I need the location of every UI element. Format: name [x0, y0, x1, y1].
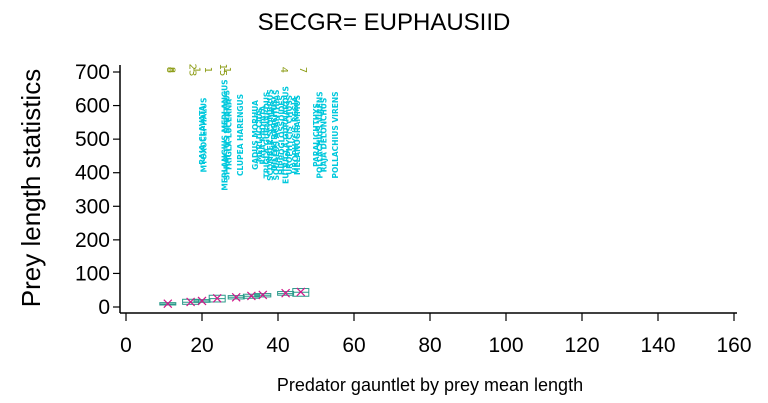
- predator-count: 1: [221, 67, 232, 73]
- predator-count: 1: [202, 67, 213, 73]
- predator-name: RAJA CLAVATA: [198, 105, 207, 164]
- mean-marker: [231, 292, 241, 302]
- ticks-group: 0 20 40 60 80 100 120 140 160 0 100 200 300 400 500 600…: [75, 61, 752, 357]
- predator-name: MYOXOCEPHALUS: [200, 98, 209, 173]
- mean-marker: [163, 299, 173, 309]
- predator-name: TRIGLA GURNARDUS: [262, 92, 271, 179]
- x-tick-label: 120: [564, 334, 599, 357]
- x-tick-label: 80: [418, 334, 441, 357]
- y-tick-label: 100: [75, 262, 110, 285]
- predator-count: 8: [164, 67, 175, 73]
- mean-marker: [186, 297, 196, 307]
- predator-name: SQUALUS ACANTHIAS: [272, 90, 281, 181]
- predator-name: DICENTRARCHUS: [270, 99, 279, 171]
- y-tick-label: 700: [75, 61, 110, 84]
- y-tick-label: 200: [75, 229, 110, 252]
- predator-name: CLUPEA HARENGUS: [236, 94, 245, 176]
- predator-name: MERLANGIUS MERLANGUS: [221, 79, 230, 190]
- y-tick-label: 400: [75, 162, 110, 185]
- y-tick-label: 500: [75, 128, 110, 151]
- x-axis-label: Predator gauntlet by prey mean length: [277, 375, 583, 395]
- x-tick-label: 100: [488, 334, 523, 357]
- mean-marker: [258, 290, 268, 300]
- y-axis-label: Prey length statistics: [16, 69, 46, 307]
- predator-name: PARALICHTHYS: [312, 103, 321, 167]
- predator-name: MELANOGRAMMUS: [293, 95, 302, 175]
- boxes-group: [159, 287, 310, 309]
- predator-name: POLLACHIUS VIRENS: [316, 91, 325, 178]
- x-tick-label: 160: [716, 334, 751, 357]
- predator-name: SCOMBER SCOMBRUS: [266, 89, 275, 181]
- predator-count: 4: [278, 67, 289, 73]
- predator-name: GADUS MORHUA: [251, 100, 260, 170]
- predator-name: RAJA RADIATA: [259, 105, 268, 164]
- iqr-box: [182, 298, 200, 305]
- predator-count: 8: [166, 67, 177, 73]
- x-tick-label: 20: [190, 334, 213, 357]
- predator-name: SPRATTUS SPRATTUS: [223, 90, 232, 180]
- predator-count: 1: [190, 67, 201, 73]
- predator-name: UROPHYCIS CHUSS: [285, 95, 294, 175]
- y-tick-label: 600: [75, 95, 110, 118]
- x-tick-label: 0: [120, 334, 132, 357]
- predator-name: HIPPOGLOSSOIDES: [278, 95, 287, 175]
- mean-marker: [197, 296, 207, 306]
- x-tick-label: 60: [342, 334, 365, 357]
- mean-marker: [281, 288, 291, 298]
- predator-count: 7: [297, 67, 308, 73]
- predator-count: 23: [187, 64, 198, 77]
- chart-title: SECGR= EUPHAUSIID: [258, 9, 511, 36]
- predator-count: 15: [217, 64, 228, 77]
- predator-name: TRIGLA LUCERNA: [224, 99, 233, 171]
- predator-name: POLLACHIUS VIRENS: [331, 91, 340, 178]
- predator-name: RAJA DELONCHUS: [319, 98, 328, 173]
- mean-marker: [212, 293, 222, 303]
- predator-name: UROPHYCIS REGIA: [291, 96, 300, 173]
- mean-marker: [246, 291, 256, 301]
- predator-name: EUTRIGLA GURNARDUS: [281, 86, 290, 184]
- mean-marker: [296, 287, 306, 297]
- x-tick-label: 40: [266, 334, 289, 357]
- y-tick-label: 300: [75, 195, 110, 218]
- predator-name: MERLUCCIUS: [255, 108, 264, 162]
- x-tick-label: 140: [640, 334, 675, 357]
- y-tick-label: 0: [98, 296, 110, 319]
